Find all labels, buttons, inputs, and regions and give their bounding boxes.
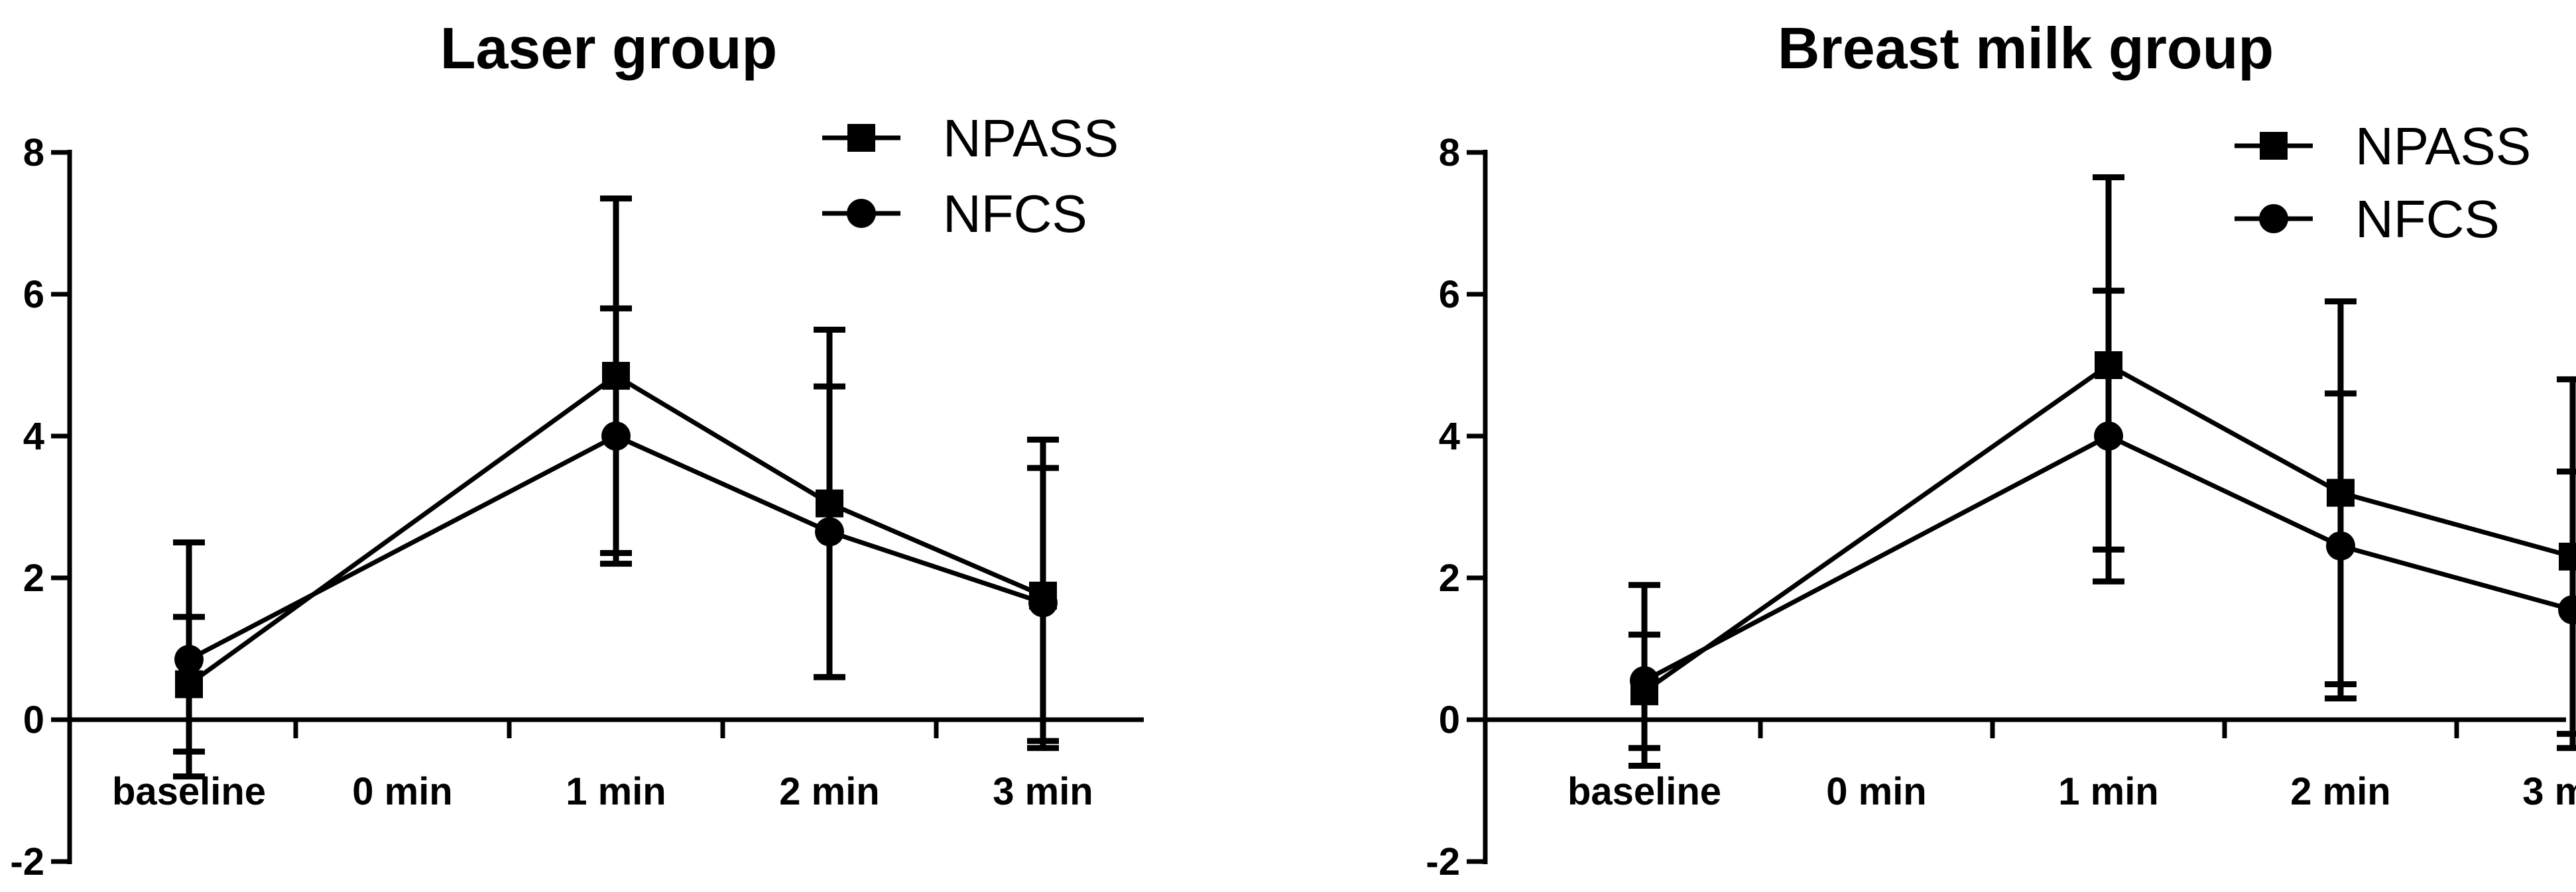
x-tick-label: 1 min bbox=[566, 770, 666, 813]
y-tick-label: -2 bbox=[1426, 840, 1460, 883]
y-tick-label: 8 bbox=[1439, 131, 1460, 174]
legend-circle-marker bbox=[2259, 204, 2288, 233]
series-npass bbox=[1628, 174, 2576, 769]
series-line bbox=[188, 433, 1044, 662]
y-tick-label: 0 bbox=[23, 698, 44, 742]
data-point bbox=[1028, 588, 1058, 618]
y-tick-label: 2 bbox=[1439, 557, 1460, 600]
x-tick-label: 2 min bbox=[779, 770, 880, 813]
x-tick-label: 3 min bbox=[2522, 770, 2576, 813]
y-tick-label: 6 bbox=[23, 273, 44, 316]
legend-circle-marker bbox=[847, 199, 876, 228]
chart-title: Laser group bbox=[440, 15, 778, 81]
legend-square-marker bbox=[2260, 132, 2288, 160]
data-point bbox=[174, 645, 204, 675]
y-tick-label: 8 bbox=[23, 131, 44, 174]
y-tick-label: 0 bbox=[1439, 698, 1460, 742]
series-line bbox=[1642, 362, 2573, 694]
data-point bbox=[601, 421, 631, 451]
y-tick-label: 6 bbox=[1439, 273, 1460, 316]
x-tick-label: 1 min bbox=[2058, 770, 2159, 813]
y-tick-label: -2 bbox=[10, 840, 44, 883]
y-tick-label: 4 bbox=[23, 415, 44, 458]
legend-square-marker bbox=[847, 124, 875, 152]
x-tick-label: 3 min bbox=[993, 770, 1093, 813]
breast-milk-group-chart: Breast milk group -2 0 2 4 6 8 baseline 0 min 1 … bbox=[1426, 15, 2576, 883]
data-point bbox=[2094, 421, 2123, 451]
legend-item-npass: NPASS bbox=[2235, 117, 2531, 176]
x-tick-label: 0 min bbox=[1826, 770, 1927, 813]
series-line bbox=[187, 372, 1044, 687]
series-line bbox=[1643, 433, 2573, 683]
data-point bbox=[1630, 666, 1659, 696]
data-point bbox=[2326, 531, 2355, 561]
series-nfcs bbox=[173, 305, 1059, 755]
data-point bbox=[815, 517, 844, 547]
legend-label: NPASS bbox=[943, 109, 1119, 168]
legend-label: NFCS bbox=[2355, 190, 2500, 249]
y-tick-label: 2 bbox=[23, 557, 44, 600]
legend-item-nfcs: NFCS bbox=[822, 184, 1087, 243]
x-tick-label: 0 min bbox=[352, 770, 453, 813]
x-tick-label: 2 min bbox=[2290, 770, 2391, 813]
y-tick-label: 4 bbox=[1439, 415, 1460, 458]
series-nfcs bbox=[1628, 288, 2576, 752]
legend-item-npass: NPASS bbox=[822, 109, 1119, 168]
legend-label: NPASS bbox=[2355, 117, 2531, 176]
legend-item-nfcs: NFCS bbox=[2235, 190, 2500, 249]
data-point bbox=[2558, 595, 2576, 625]
x-tick-label: baseline bbox=[1567, 770, 1721, 813]
legend-label: NFCS bbox=[943, 184, 1087, 243]
chart-title: Breast milk group bbox=[1778, 15, 2274, 81]
